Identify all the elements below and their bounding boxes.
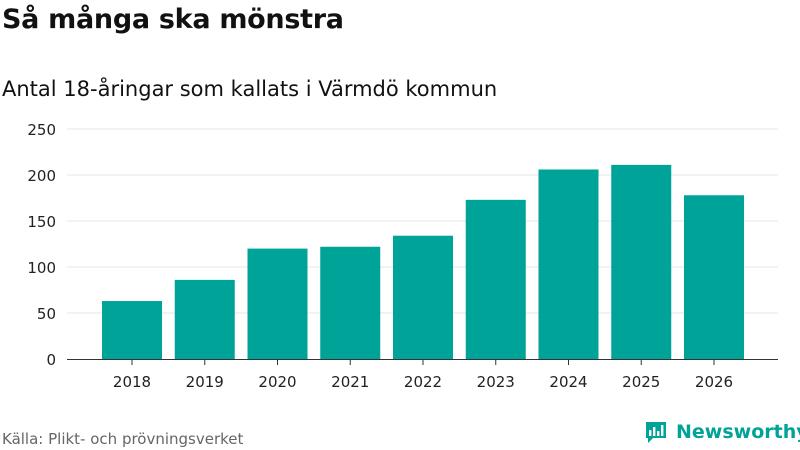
x-tick-label: 2025 — [622, 373, 660, 391]
bar-2024 — [538, 169, 599, 359]
y-axis-ticks: 0 50 100 150 200 250 — [27, 121, 56, 369]
x-tick-label: 2026 — [695, 373, 733, 391]
x-tick-label: 2021 — [331, 373, 369, 391]
bar-2018 — [102, 301, 162, 359]
bar-2020 — [247, 248, 308, 359]
bar-2025 — [611, 164, 672, 359]
y-tick-label: 100 — [27, 259, 56, 277]
chart-subtitle: Antal 18-åringar som kallats i Värmdö ko… — [2, 77, 498, 101]
y-tick-label: 150 — [27, 213, 56, 231]
chart-title: Så många ska mönstra — [2, 4, 344, 35]
y-tick-label: 200 — [27, 167, 56, 185]
bar-2022 — [393, 235, 453, 359]
x-tick-label: 2023 — [477, 373, 515, 391]
x-tick-label: 2018 — [113, 373, 151, 391]
x-tick-label: 2019 — [186, 373, 224, 391]
bar-2026 — [684, 195, 744, 359]
y-tick-label: 50 — [37, 305, 56, 323]
x-tick-label: 2022 — [404, 373, 442, 391]
newsworthy-logo-icon — [646, 422, 666, 443]
source-note: Källa: Plikt- och prövningsverket — [2, 430, 244, 448]
bars — [102, 164, 744, 359]
brand-name: Newsworthy — [676, 421, 800, 443]
bar-2021 — [320, 246, 381, 359]
x-tick-label: 2024 — [549, 373, 587, 391]
x-tick-label: 2020 — [258, 373, 296, 391]
brand-logo: Newsworthy — [644, 420, 800, 444]
bar-2019 — [174, 279, 235, 359]
bar-2023 — [465, 199, 526, 359]
y-tick-label: 0 — [46, 351, 56, 369]
x-axis-ticks: 2018 2019 2020 2021 2022 2023 2024 2025 2026 — [113, 359, 733, 391]
y-tick-label: 250 — [27, 121, 56, 139]
